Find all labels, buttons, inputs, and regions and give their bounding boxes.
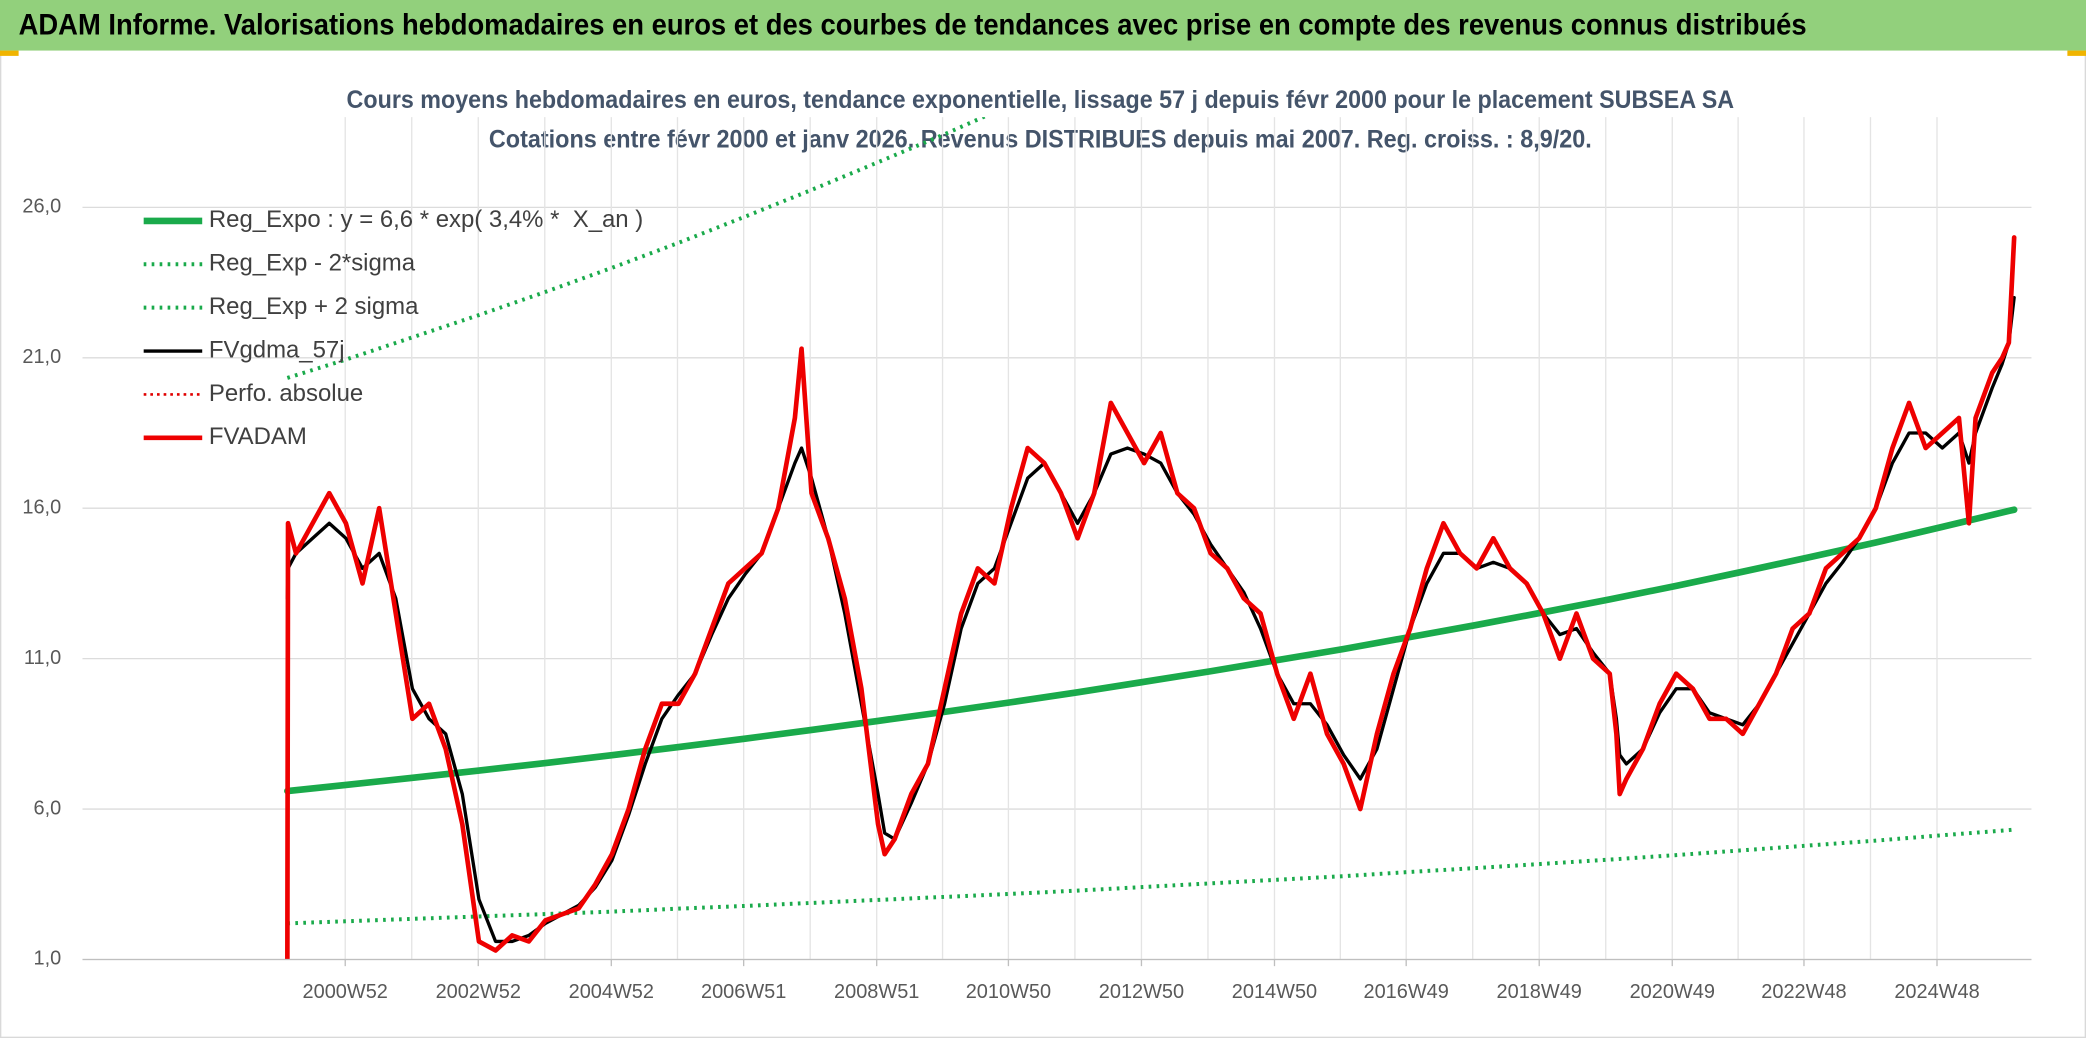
x-tick-label: 2002W52 bbox=[436, 981, 521, 1003]
y-tick-label: 26,0 bbox=[22, 196, 61, 218]
legend-label: Reg_Expo : y = 6,6 * exp( 3,4% * X_an ) bbox=[209, 206, 643, 233]
x-tick-label: 2010W50 bbox=[966, 981, 1051, 1003]
legend-label: FVADAM bbox=[209, 423, 307, 450]
x-tick-label: 2000W52 bbox=[303, 981, 388, 1003]
legend: Reg_Expo : y = 6,6 * exp( 3,4% * X_an ) R… bbox=[143, 206, 643, 450]
x-tick-label: 2016W49 bbox=[1364, 981, 1449, 1003]
x-tick-label: 2024W48 bbox=[1894, 981, 1979, 1003]
series-line bbox=[285, 235, 2017, 960]
chart-title: Cours moyens hebdomadaires en euros, ten… bbox=[347, 86, 1735, 114]
axes: 1,0 6,0 11,0 16,0 21,0 26,0 2000W52 2002W52 2004… bbox=[22, 196, 2032, 1003]
plot-area bbox=[284, 117, 2018, 960]
x-tick-label: 2014W50 bbox=[1232, 981, 1317, 1003]
x-tick-label: 2012W50 bbox=[1099, 981, 1184, 1003]
x-tick-label: 2008W51 bbox=[834, 981, 919, 1003]
y-tick-label: 6,0 bbox=[33, 797, 61, 819]
x-tick-label: 2004W52 bbox=[569, 981, 654, 1003]
chart-subtitle: Cotations entre févr 2000 et janv 2026. … bbox=[489, 126, 1592, 154]
x-tick-label: 2022W48 bbox=[1761, 981, 1846, 1003]
header-bar bbox=[0, 0, 2086, 51]
series-line bbox=[284, 506, 2018, 795]
y-tick-label: 21,0 bbox=[22, 346, 61, 368]
y-tick-label: 1,0 bbox=[33, 948, 61, 970]
x-tick-label: 2006W51 bbox=[701, 981, 786, 1003]
corner-mark bbox=[0, 50, 19, 56]
x-tick-label: 2020W49 bbox=[1630, 981, 1715, 1003]
y-tick-label: 16,0 bbox=[22, 496, 61, 518]
header-title: ADAM Informe. Valorisations hebdomadaire… bbox=[19, 9, 1807, 41]
y-tick-label: 11,0 bbox=[24, 647, 61, 669]
legend-label: Perfo. absolue bbox=[209, 380, 363, 407]
x-tick-label: 2018W49 bbox=[1497, 981, 1582, 1003]
legend-label: FVgdma_57j bbox=[209, 336, 345, 363]
corner-mark bbox=[2067, 50, 2086, 56]
legend-label: Reg_Exp + 2 sigma bbox=[209, 293, 419, 320]
legend-label: Reg_Exp - 2*sigma bbox=[209, 250, 416, 277]
